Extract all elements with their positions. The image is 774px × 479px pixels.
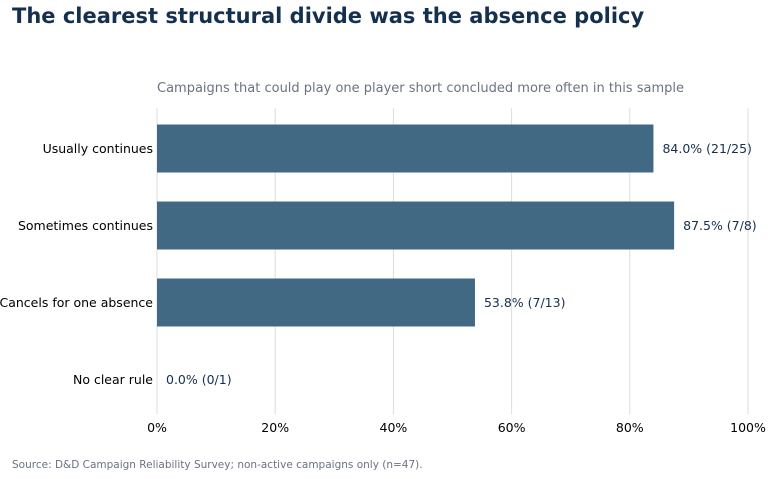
bar <box>157 124 654 173</box>
data-labels: 84.0% (21/25) 87.5% (7/8) 53.8% (7/13) 0.0%… <box>166 141 757 387</box>
bars <box>157 124 675 327</box>
chart-subtitle: Campaigns that could play one player sho… <box>157 81 684 96</box>
category-label: No clear rule <box>73 372 153 387</box>
chart-title: The clearest structural divide was the a… <box>12 4 645 28</box>
category-labels: Usually continues Sometimes continues Canc… <box>0 141 153 387</box>
data-label: 53.8% (7/13) <box>484 295 566 310</box>
bar <box>157 278 475 327</box>
x-tick-label: 100% <box>730 420 766 435</box>
x-tick-label: 0% <box>147 420 167 435</box>
category-label: Cancels for one absence <box>0 295 153 310</box>
x-tick-label: 60% <box>498 420 526 435</box>
x-tick-label: 20% <box>261 420 289 435</box>
source-note: Source: D&D Campaign Reliability Survey;… <box>12 459 423 471</box>
x-tick-labels: 0% 20% 40% 60% 80% 100% <box>147 420 766 435</box>
category-label: Usually continues <box>43 141 153 156</box>
x-tick-label: 80% <box>616 420 644 435</box>
data-label: 84.0% (21/25) <box>662 141 751 156</box>
data-label: 0.0% (0/1) <box>166 372 232 387</box>
x-tick-label: 40% <box>380 420 408 435</box>
bar <box>157 201 675 250</box>
data-label: 87.5% (7/8) <box>683 218 757 233</box>
category-label: Sometimes continues <box>18 218 153 233</box>
